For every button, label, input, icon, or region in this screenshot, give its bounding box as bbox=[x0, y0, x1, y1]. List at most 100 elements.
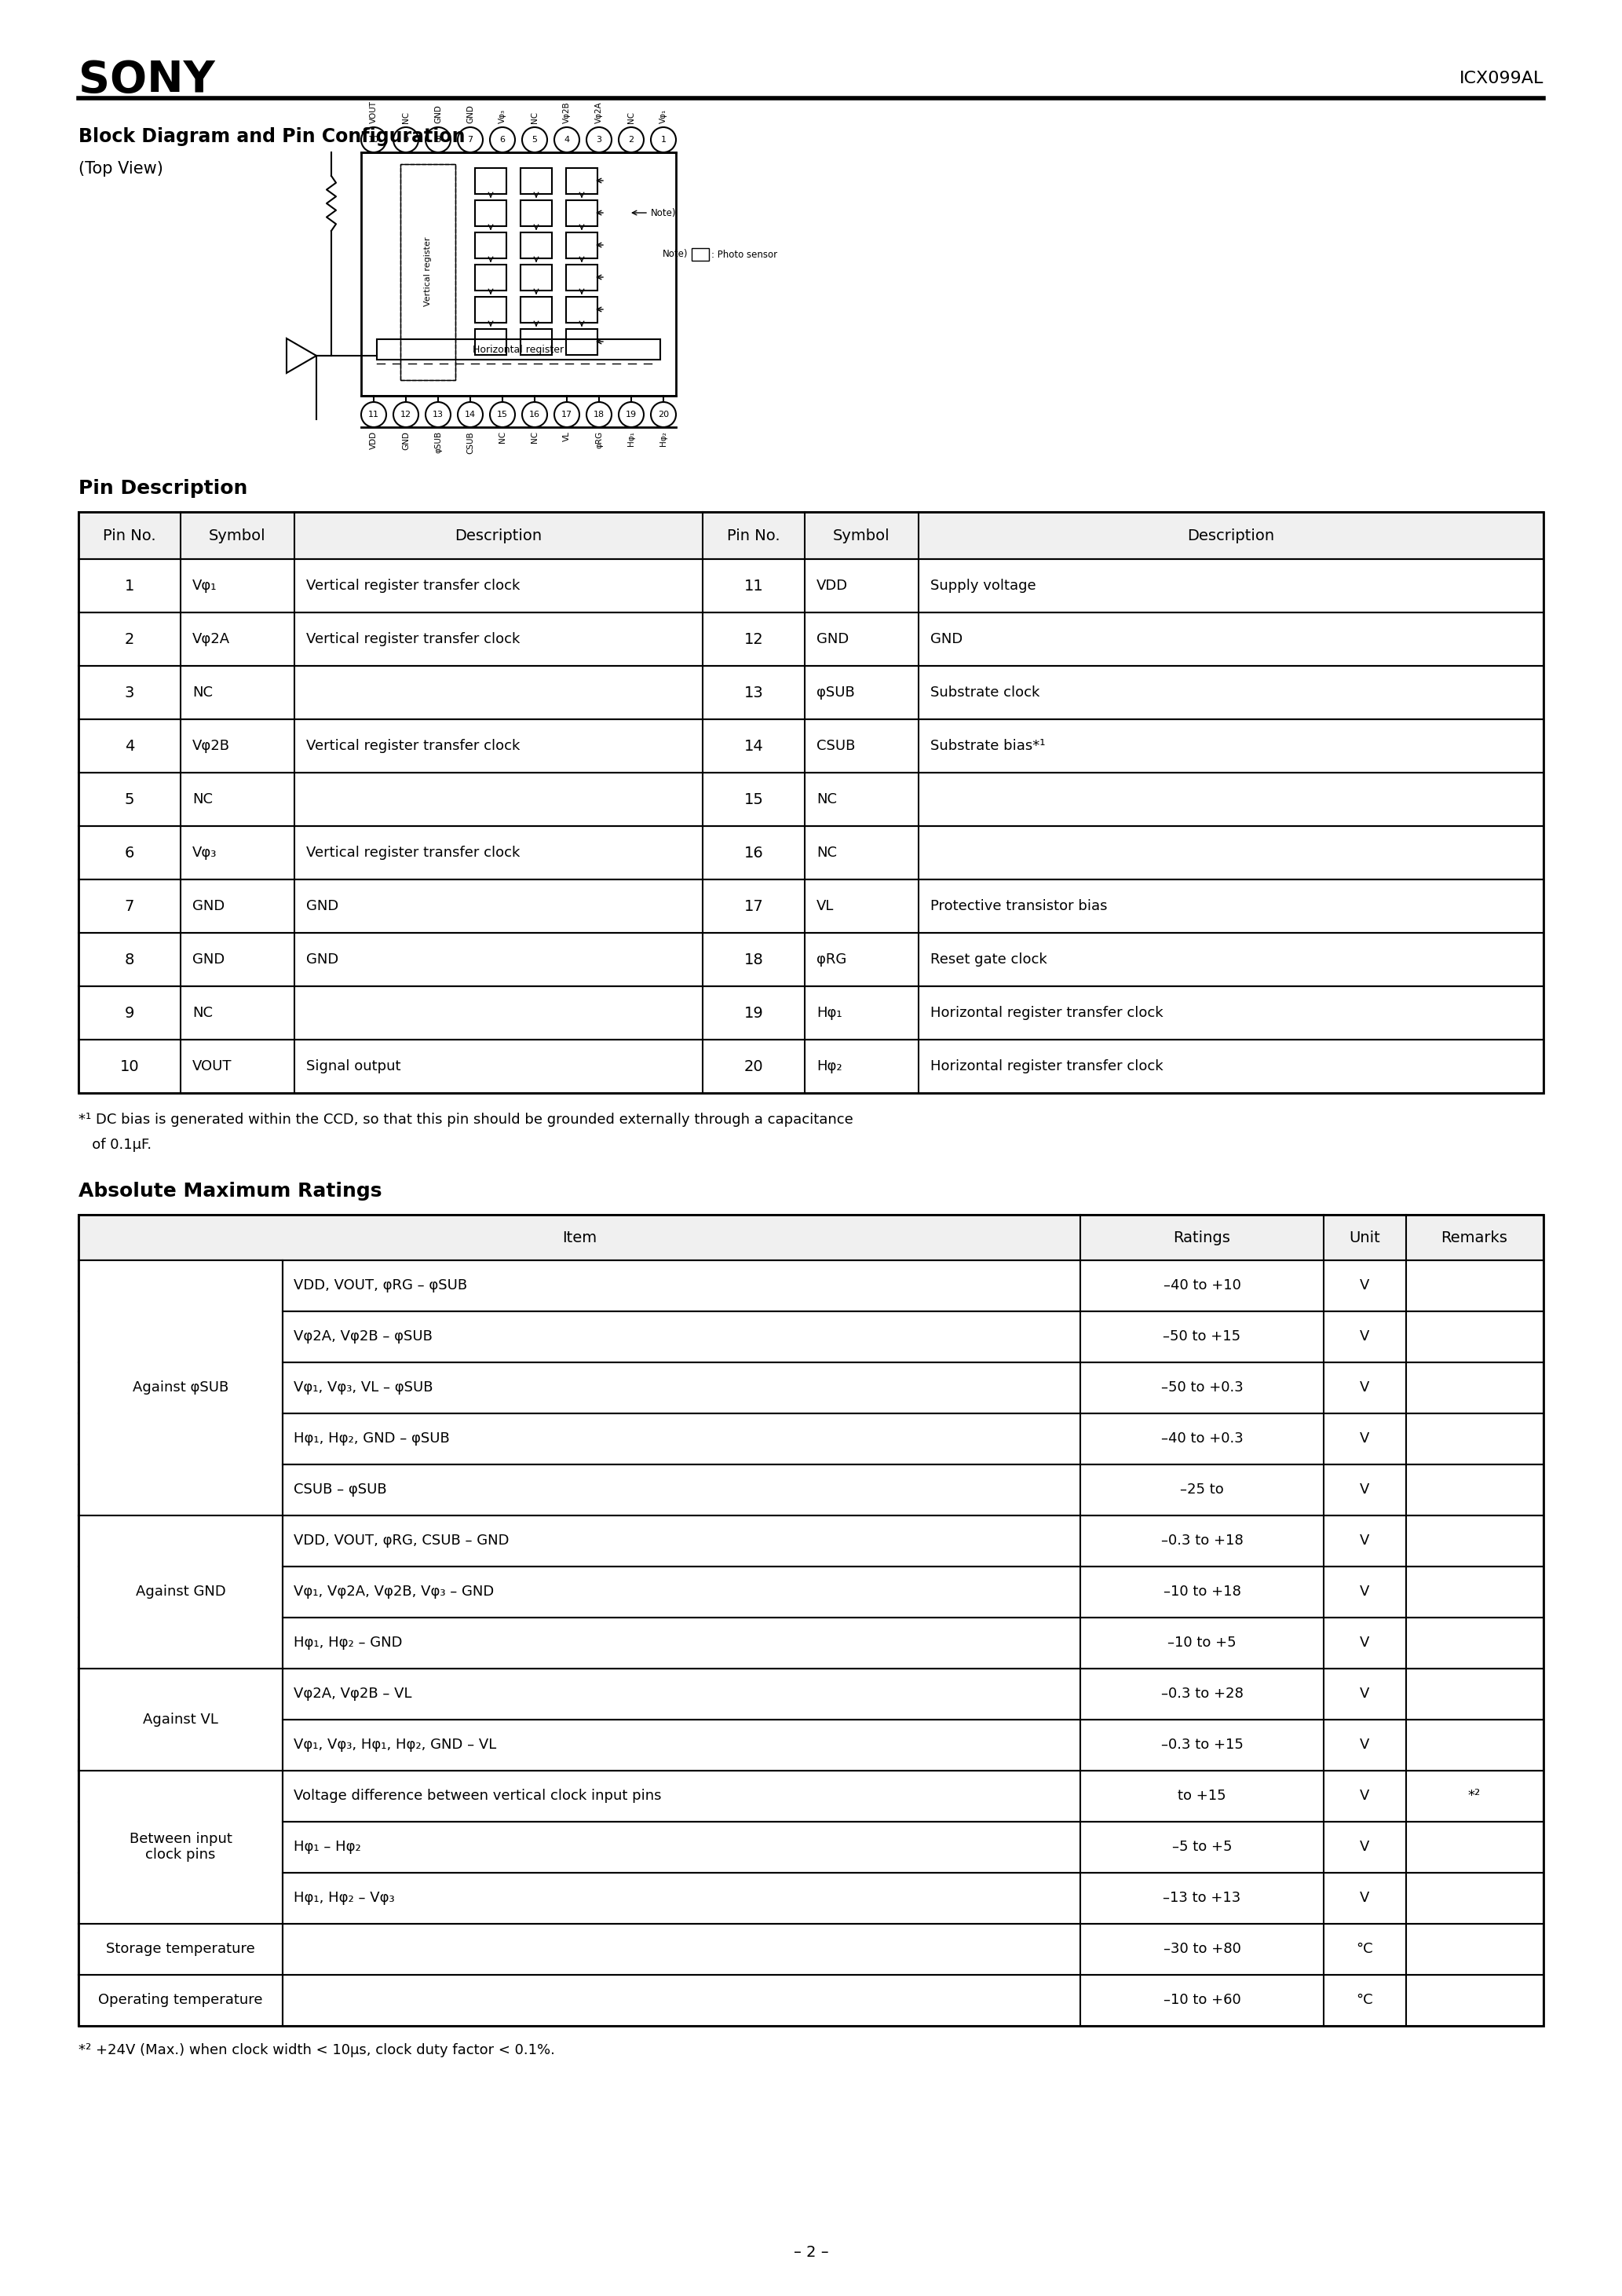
Text: NC: NC bbox=[816, 792, 837, 806]
Bar bbox=[566, 168, 597, 193]
Text: V: V bbox=[1359, 1329, 1369, 1343]
Text: Storage temperature: Storage temperature bbox=[105, 1942, 255, 1956]
Bar bbox=[566, 264, 597, 292]
Bar bbox=[78, 1261, 282, 1515]
Text: 2: 2 bbox=[125, 631, 135, 647]
Bar bbox=[362, 152, 676, 395]
Bar bbox=[78, 1924, 282, 1975]
Bar bbox=[78, 719, 1544, 774]
Bar bbox=[78, 1515, 1544, 1566]
Text: φSUB: φSUB bbox=[816, 687, 855, 700]
Bar bbox=[78, 1619, 1544, 1669]
Text: Hφ₂: Hφ₂ bbox=[816, 1058, 842, 1075]
Text: Against GND: Against GND bbox=[136, 1584, 225, 1598]
Text: Reset gate clock: Reset gate clock bbox=[931, 953, 1048, 967]
Text: Vφ2B: Vφ2B bbox=[193, 739, 230, 753]
Text: 4: 4 bbox=[564, 135, 569, 145]
Text: Remarks: Remarks bbox=[1440, 1231, 1508, 1244]
Text: Hφ₁ – Hφ₂: Hφ₁ – Hφ₂ bbox=[294, 1839, 362, 1853]
Bar bbox=[78, 1975, 282, 2025]
Text: 17: 17 bbox=[744, 898, 764, 914]
Bar bbox=[78, 1770, 282, 1924]
Text: – 2 –: – 2 – bbox=[793, 2245, 829, 2259]
Text: Vφ₃: Vφ₃ bbox=[498, 108, 506, 124]
Text: Vertical register transfer clock: Vertical register transfer clock bbox=[307, 631, 521, 645]
Text: Hφ₁, Hφ₂ – Vφ₃: Hφ₁, Hφ₂ – Vφ₃ bbox=[294, 1892, 394, 1906]
Text: Block Diagram and Pin Configuration: Block Diagram and Pin Configuration bbox=[78, 126, 466, 147]
Text: Symbol: Symbol bbox=[832, 528, 890, 542]
Bar bbox=[78, 932, 1544, 987]
Bar bbox=[78, 560, 1544, 613]
Bar bbox=[401, 163, 456, 381]
Text: Horizontal register transfer clock: Horizontal register transfer clock bbox=[931, 1058, 1163, 1075]
Text: 12: 12 bbox=[401, 411, 412, 418]
Text: Hφ₁, Hφ₂, GND – φSUB: Hφ₁, Hφ₂, GND – φSUB bbox=[294, 1430, 449, 1446]
Text: to +15: to +15 bbox=[1178, 1789, 1226, 1802]
Bar bbox=[78, 1215, 1544, 1261]
Text: 5: 5 bbox=[532, 135, 537, 145]
Text: Against φSUB: Against φSUB bbox=[133, 1380, 229, 1394]
Text: –10 to +18: –10 to +18 bbox=[1163, 1584, 1241, 1598]
Text: V: V bbox=[1359, 1688, 1369, 1701]
Text: VOUT: VOUT bbox=[193, 1058, 232, 1075]
Text: 14: 14 bbox=[466, 411, 475, 418]
Text: Vertical register: Vertical register bbox=[423, 236, 431, 305]
Text: V: V bbox=[1359, 1738, 1369, 1752]
Text: –0.3 to +28: –0.3 to +28 bbox=[1161, 1688, 1242, 1701]
Text: ICX099AL: ICX099AL bbox=[1460, 71, 1544, 87]
Text: of 0.1μF.: of 0.1μF. bbox=[78, 1139, 151, 1153]
Text: GND: GND bbox=[193, 900, 225, 914]
Text: NC: NC bbox=[498, 432, 506, 443]
Text: Between input
clock pins: Between input clock pins bbox=[130, 1832, 232, 1862]
Text: VDD, VOUT, φRG, CSUB – GND: VDD, VOUT, φRG, CSUB – GND bbox=[294, 1534, 509, 1548]
Text: 2: 2 bbox=[628, 135, 634, 145]
Text: Horizontal register transfer clock: Horizontal register transfer clock bbox=[931, 1006, 1163, 1019]
Text: NC: NC bbox=[193, 687, 212, 700]
Text: –0.3 to +15: –0.3 to +15 bbox=[1161, 1738, 1242, 1752]
Bar bbox=[78, 1975, 1544, 2025]
Bar bbox=[475, 232, 506, 259]
Text: 20: 20 bbox=[659, 411, 668, 418]
Text: –50 to +0.3: –50 to +0.3 bbox=[1161, 1380, 1242, 1394]
Text: 1: 1 bbox=[660, 135, 667, 145]
Text: Unit: Unit bbox=[1350, 1231, 1380, 1244]
Text: Hφ₂: Hφ₂ bbox=[660, 432, 667, 445]
Bar bbox=[78, 1821, 1544, 1874]
Bar bbox=[521, 232, 551, 259]
Text: 5: 5 bbox=[125, 792, 135, 806]
Bar bbox=[521, 264, 551, 292]
Text: V: V bbox=[1359, 1279, 1369, 1293]
Bar bbox=[475, 264, 506, 292]
Text: Vφ2A, Vφ2B – φSUB: Vφ2A, Vφ2B – φSUB bbox=[294, 1329, 433, 1343]
Text: NC: NC bbox=[816, 845, 837, 859]
Bar bbox=[78, 1414, 1544, 1465]
Text: V: V bbox=[1359, 1635, 1369, 1651]
Text: –5 to +5: –5 to +5 bbox=[1173, 1839, 1233, 1853]
Text: Vφ₁, Vφ₃, Hφ₁, Hφ₂, GND – VL: Vφ₁, Vφ₃, Hφ₁, Hφ₂, GND – VL bbox=[294, 1738, 496, 1752]
Text: GND: GND bbox=[307, 900, 339, 914]
Text: V: V bbox=[1359, 1430, 1369, 1446]
Text: Vφ2B: Vφ2B bbox=[563, 101, 571, 124]
Text: 1: 1 bbox=[125, 579, 135, 592]
Text: 15: 15 bbox=[744, 792, 764, 806]
Bar bbox=[475, 296, 506, 324]
Text: V: V bbox=[1359, 1534, 1369, 1548]
Text: φRG: φRG bbox=[595, 432, 603, 448]
Text: GND: GND bbox=[193, 953, 225, 967]
Bar bbox=[566, 328, 597, 356]
Text: V: V bbox=[1359, 1483, 1369, 1497]
Text: Horizontal register: Horizontal register bbox=[472, 344, 564, 354]
Text: : Photo sensor: : Photo sensor bbox=[712, 250, 777, 259]
Text: 7: 7 bbox=[467, 135, 474, 145]
Text: V: V bbox=[1359, 1839, 1369, 1853]
Text: 11: 11 bbox=[744, 579, 764, 592]
Text: Vertical register transfer clock: Vertical register transfer clock bbox=[307, 845, 521, 859]
Text: Hφ₁, Hφ₂ – GND: Hφ₁, Hφ₂ – GND bbox=[294, 1635, 402, 1651]
Text: 9: 9 bbox=[125, 1006, 135, 1019]
Text: VDD: VDD bbox=[370, 432, 378, 450]
Text: φSUB: φSUB bbox=[435, 432, 443, 452]
Bar bbox=[78, 512, 1544, 560]
Bar bbox=[521, 296, 551, 324]
Bar bbox=[78, 1874, 1544, 1924]
Text: Vφ2A: Vφ2A bbox=[193, 631, 230, 645]
